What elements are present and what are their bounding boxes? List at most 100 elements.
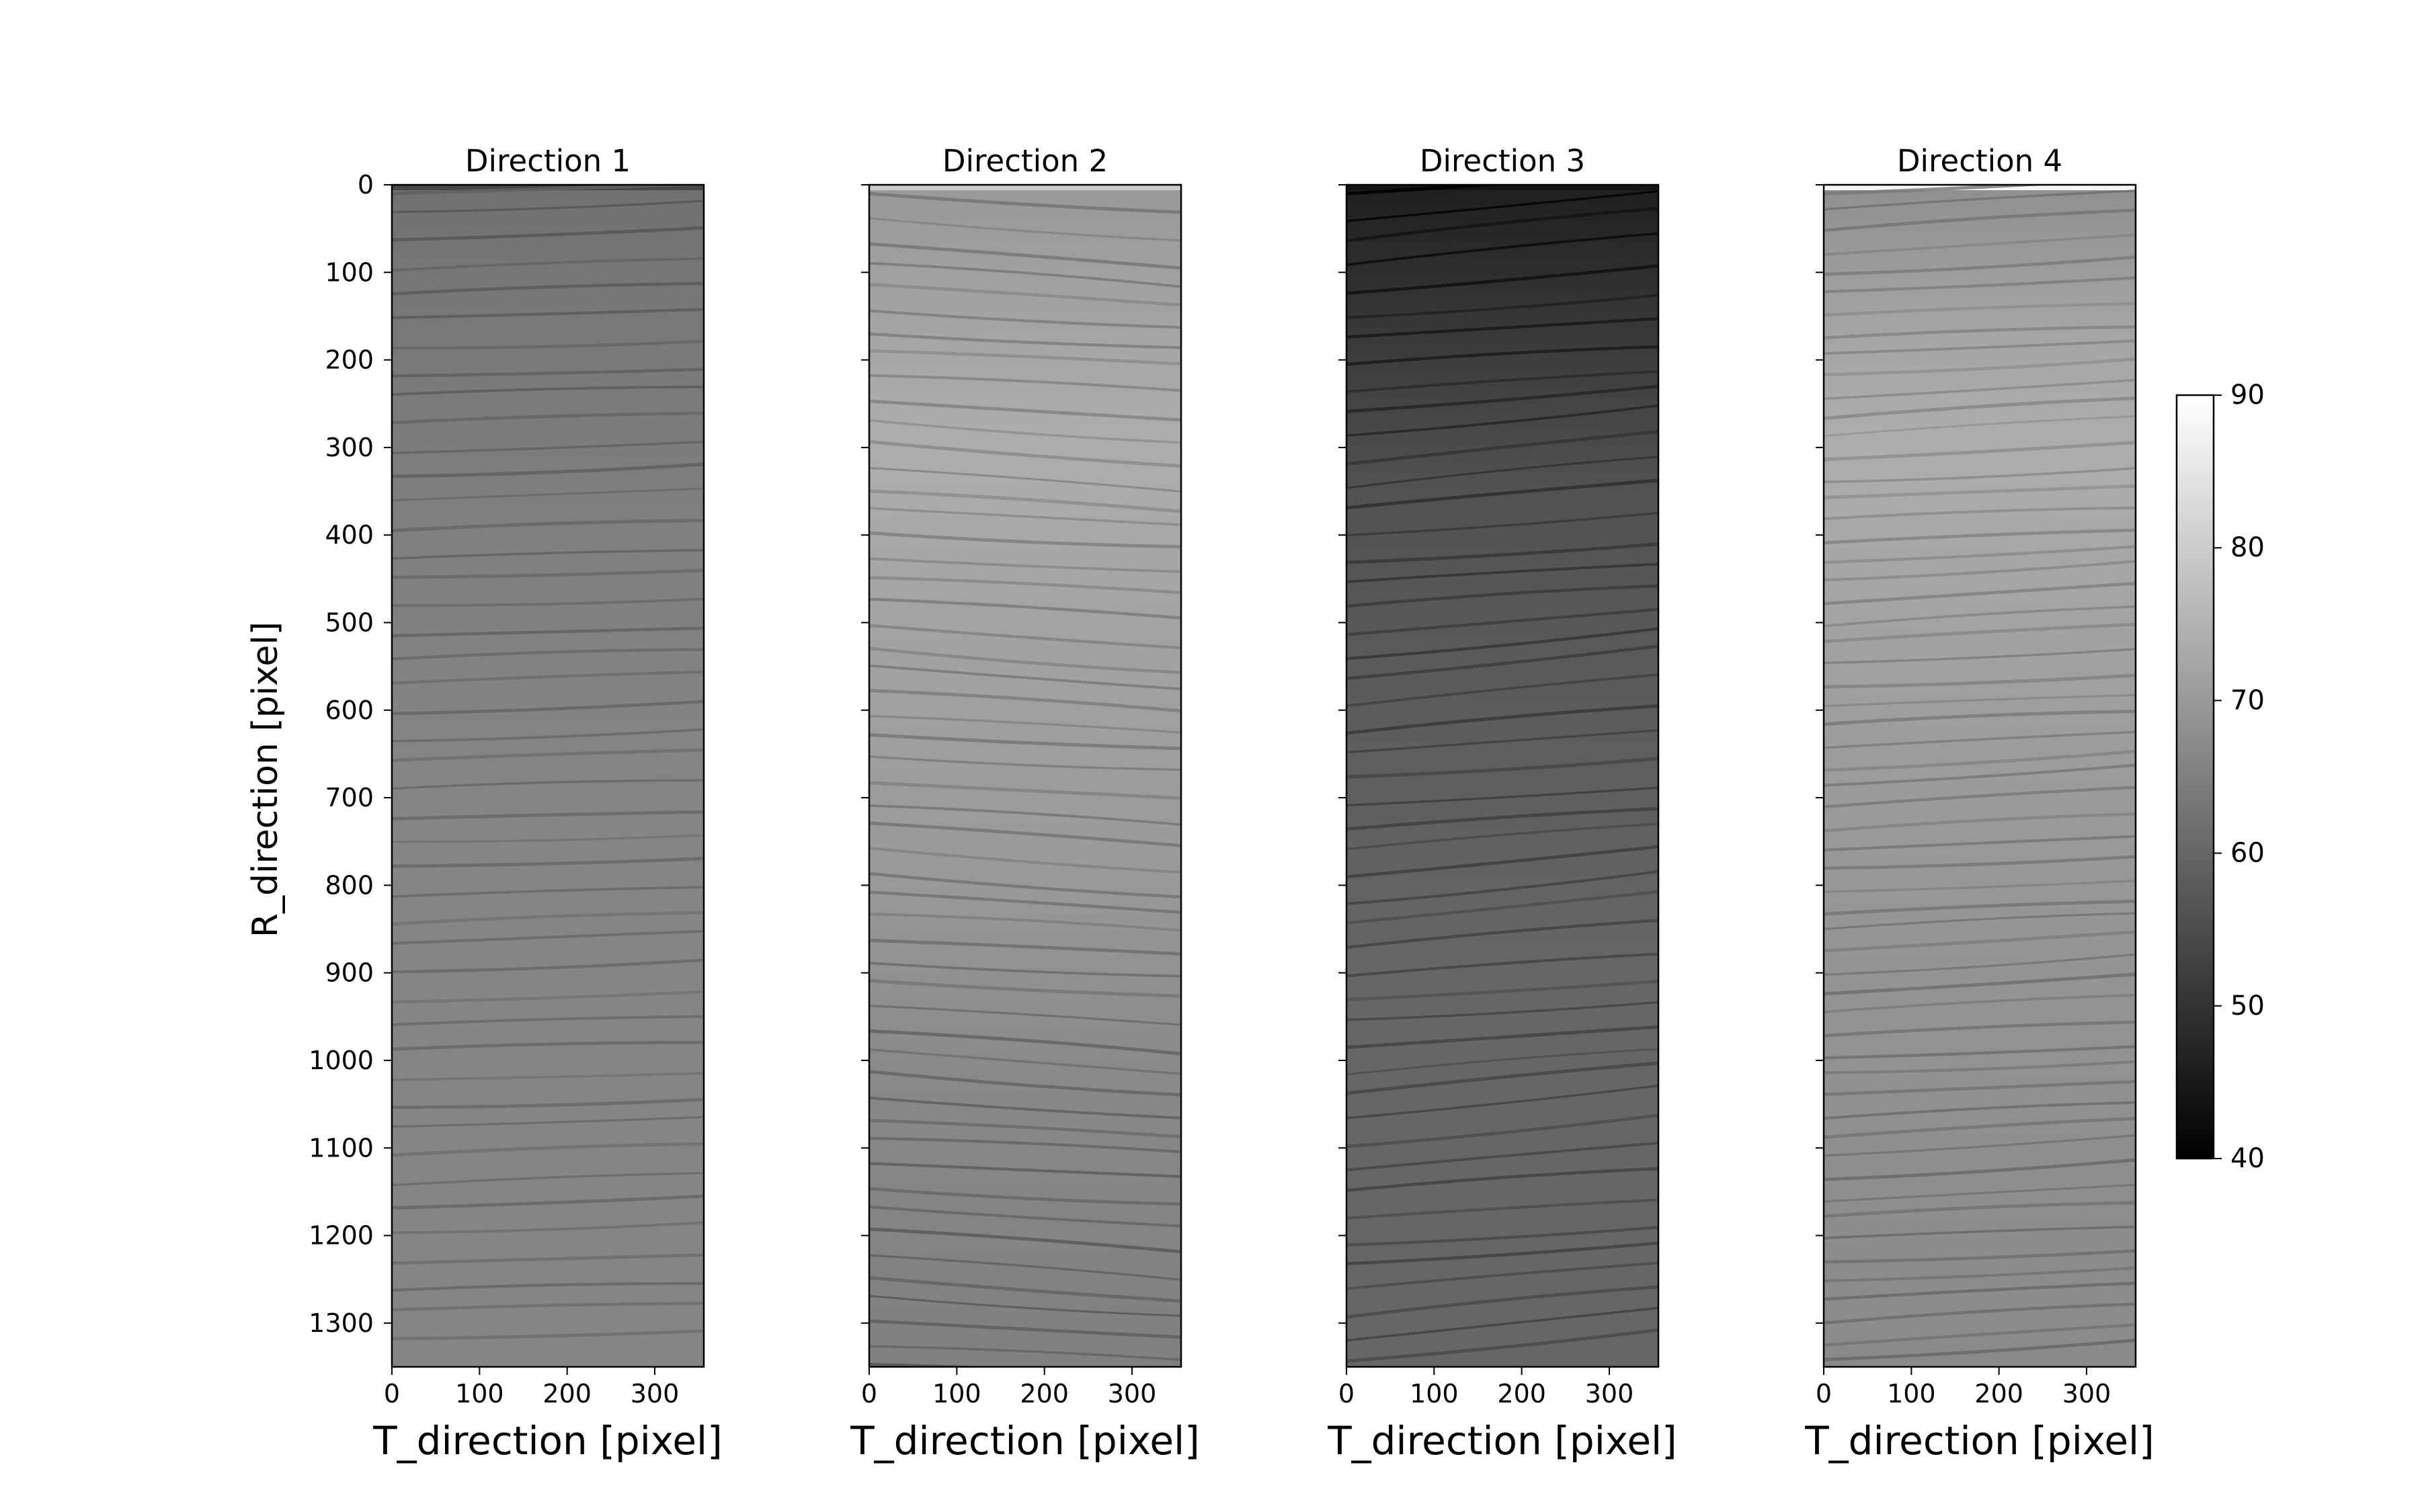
ring-line	[1824, 1249, 2136, 1264]
ring-line	[392, 648, 704, 661]
ring-line	[1346, 185, 1502, 196]
ring-line	[392, 1253, 704, 1265]
x-tick-label: 200	[1974, 1379, 2023, 1409]
ring-line	[1346, 1328, 1658, 1363]
ring-line	[869, 846, 1181, 874]
ring-line	[1346, 206, 1658, 243]
ring-line	[1346, 1241, 1658, 1265]
ring-line	[392, 911, 704, 926]
ring-line	[1824, 1080, 2136, 1097]
ring-line	[1824, 339, 2136, 355]
x-axis-label: T_direction [pixel]	[372, 1418, 723, 1464]
ring-line	[392, 1142, 704, 1157]
ring-line	[1346, 317, 1658, 339]
y-tick-label: 500	[325, 607, 374, 637]
colorbar-tick-label: 80	[2230, 532, 2265, 563]
ring-line	[392, 958, 704, 974]
x-tick-label: 100	[1410, 1379, 1459, 1409]
y-tick-label: 300	[325, 433, 374, 462]
y-tick-label: 600	[325, 696, 374, 725]
y-tick-label: 0	[358, 170, 374, 200]
ring-line	[392, 1282, 704, 1292]
ring-line	[869, 962, 1181, 978]
ring-line	[1824, 560, 2136, 582]
ring-line	[392, 1040, 704, 1051]
ring-line	[392, 308, 704, 319]
ring-line	[392, 462, 704, 478]
ring-line	[1824, 648, 2136, 665]
ring-line	[1824, 1323, 2136, 1347]
ring-line	[869, 349, 1181, 366]
ring-line	[1824, 1020, 2136, 1038]
ring-line	[392, 834, 704, 843]
ring-line	[1824, 622, 2136, 644]
ring-line	[392, 1172, 704, 1187]
ring-line	[869, 507, 1181, 526]
heatmap-image	[392, 185, 704, 1367]
colorbar-tick-label: 40	[2230, 1143, 2265, 1174]
x-tick-label: 0	[384, 1379, 400, 1409]
ring-line	[1824, 855, 2136, 870]
ring-line	[1824, 673, 2136, 689]
growth-ring-lines	[869, 185, 1181, 1367]
ring-line	[1346, 806, 1658, 831]
x-tick-label: 0	[861, 1379, 877, 1409]
ring-line	[392, 1015, 704, 1027]
ring-line	[869, 1096, 1181, 1120]
ring-line	[869, 466, 1181, 493]
ring-line	[1824, 440, 2136, 462]
ring-line	[869, 1345, 1181, 1361]
ring-line	[392, 1072, 704, 1081]
ring-line	[1824, 972, 2136, 996]
ring-line	[1346, 542, 1658, 564]
ring-line	[1824, 930, 2136, 953]
ring-line	[869, 1187, 1181, 1206]
ring-line	[392, 1194, 704, 1210]
ring-line	[869, 192, 1181, 214]
ring-line	[1824, 208, 2136, 233]
y-tick-label: 1100	[309, 1133, 374, 1163]
ring-line	[1346, 511, 1658, 537]
ring-line	[869, 309, 1181, 329]
ring-line	[1346, 607, 1658, 636]
ring-line	[869, 872, 1181, 898]
ring-line	[869, 1319, 1181, 1339]
ring-line	[392, 226, 704, 242]
ring-line	[392, 487, 704, 502]
ring-line	[392, 519, 704, 533]
ring-line	[1824, 545, 2136, 564]
growth-ring-lines	[1824, 185, 2136, 1361]
ring-line	[1346, 1048, 1658, 1076]
axes-frame	[391, 183, 705, 1368]
ring-line	[869, 821, 1181, 847]
ring-line	[392, 886, 704, 898]
ring-line	[869, 624, 1181, 650]
ring-line	[392, 385, 704, 396]
ring-line	[1824, 899, 2136, 916]
ring-line	[1346, 1025, 1658, 1050]
ring-line	[869, 755, 1181, 771]
ring-line	[392, 929, 704, 945]
x-tick-label: 300	[1108, 1379, 1157, 1409]
growth-ring-lines	[392, 185, 704, 1341]
ring-line	[1824, 812, 2136, 833]
ring-line	[869, 890, 1181, 915]
panel-title: Direction 1	[465, 143, 631, 179]
y-tick-label: 1000	[309, 1046, 374, 1075]
shared-y-axis-label: R_direction [pixel]	[245, 622, 286, 937]
ring-line	[1346, 1167, 1658, 1192]
ring-line	[1824, 1183, 2136, 1203]
ring-line	[392, 779, 704, 790]
ring-line	[869, 282, 1181, 307]
ring-line	[1824, 415, 2136, 437]
ring-line	[869, 419, 1181, 444]
colorbar: 40 50 60 70 80 90	[2175, 380, 2265, 1174]
ring-line	[1824, 749, 2136, 772]
ring-line	[1824, 730, 2136, 749]
ring-line	[1346, 264, 1658, 295]
ring-line	[1824, 1060, 2136, 1075]
ring-line	[1824, 185, 2054, 196]
ring-line	[1824, 378, 2136, 401]
ring-line	[1346, 384, 1658, 413]
